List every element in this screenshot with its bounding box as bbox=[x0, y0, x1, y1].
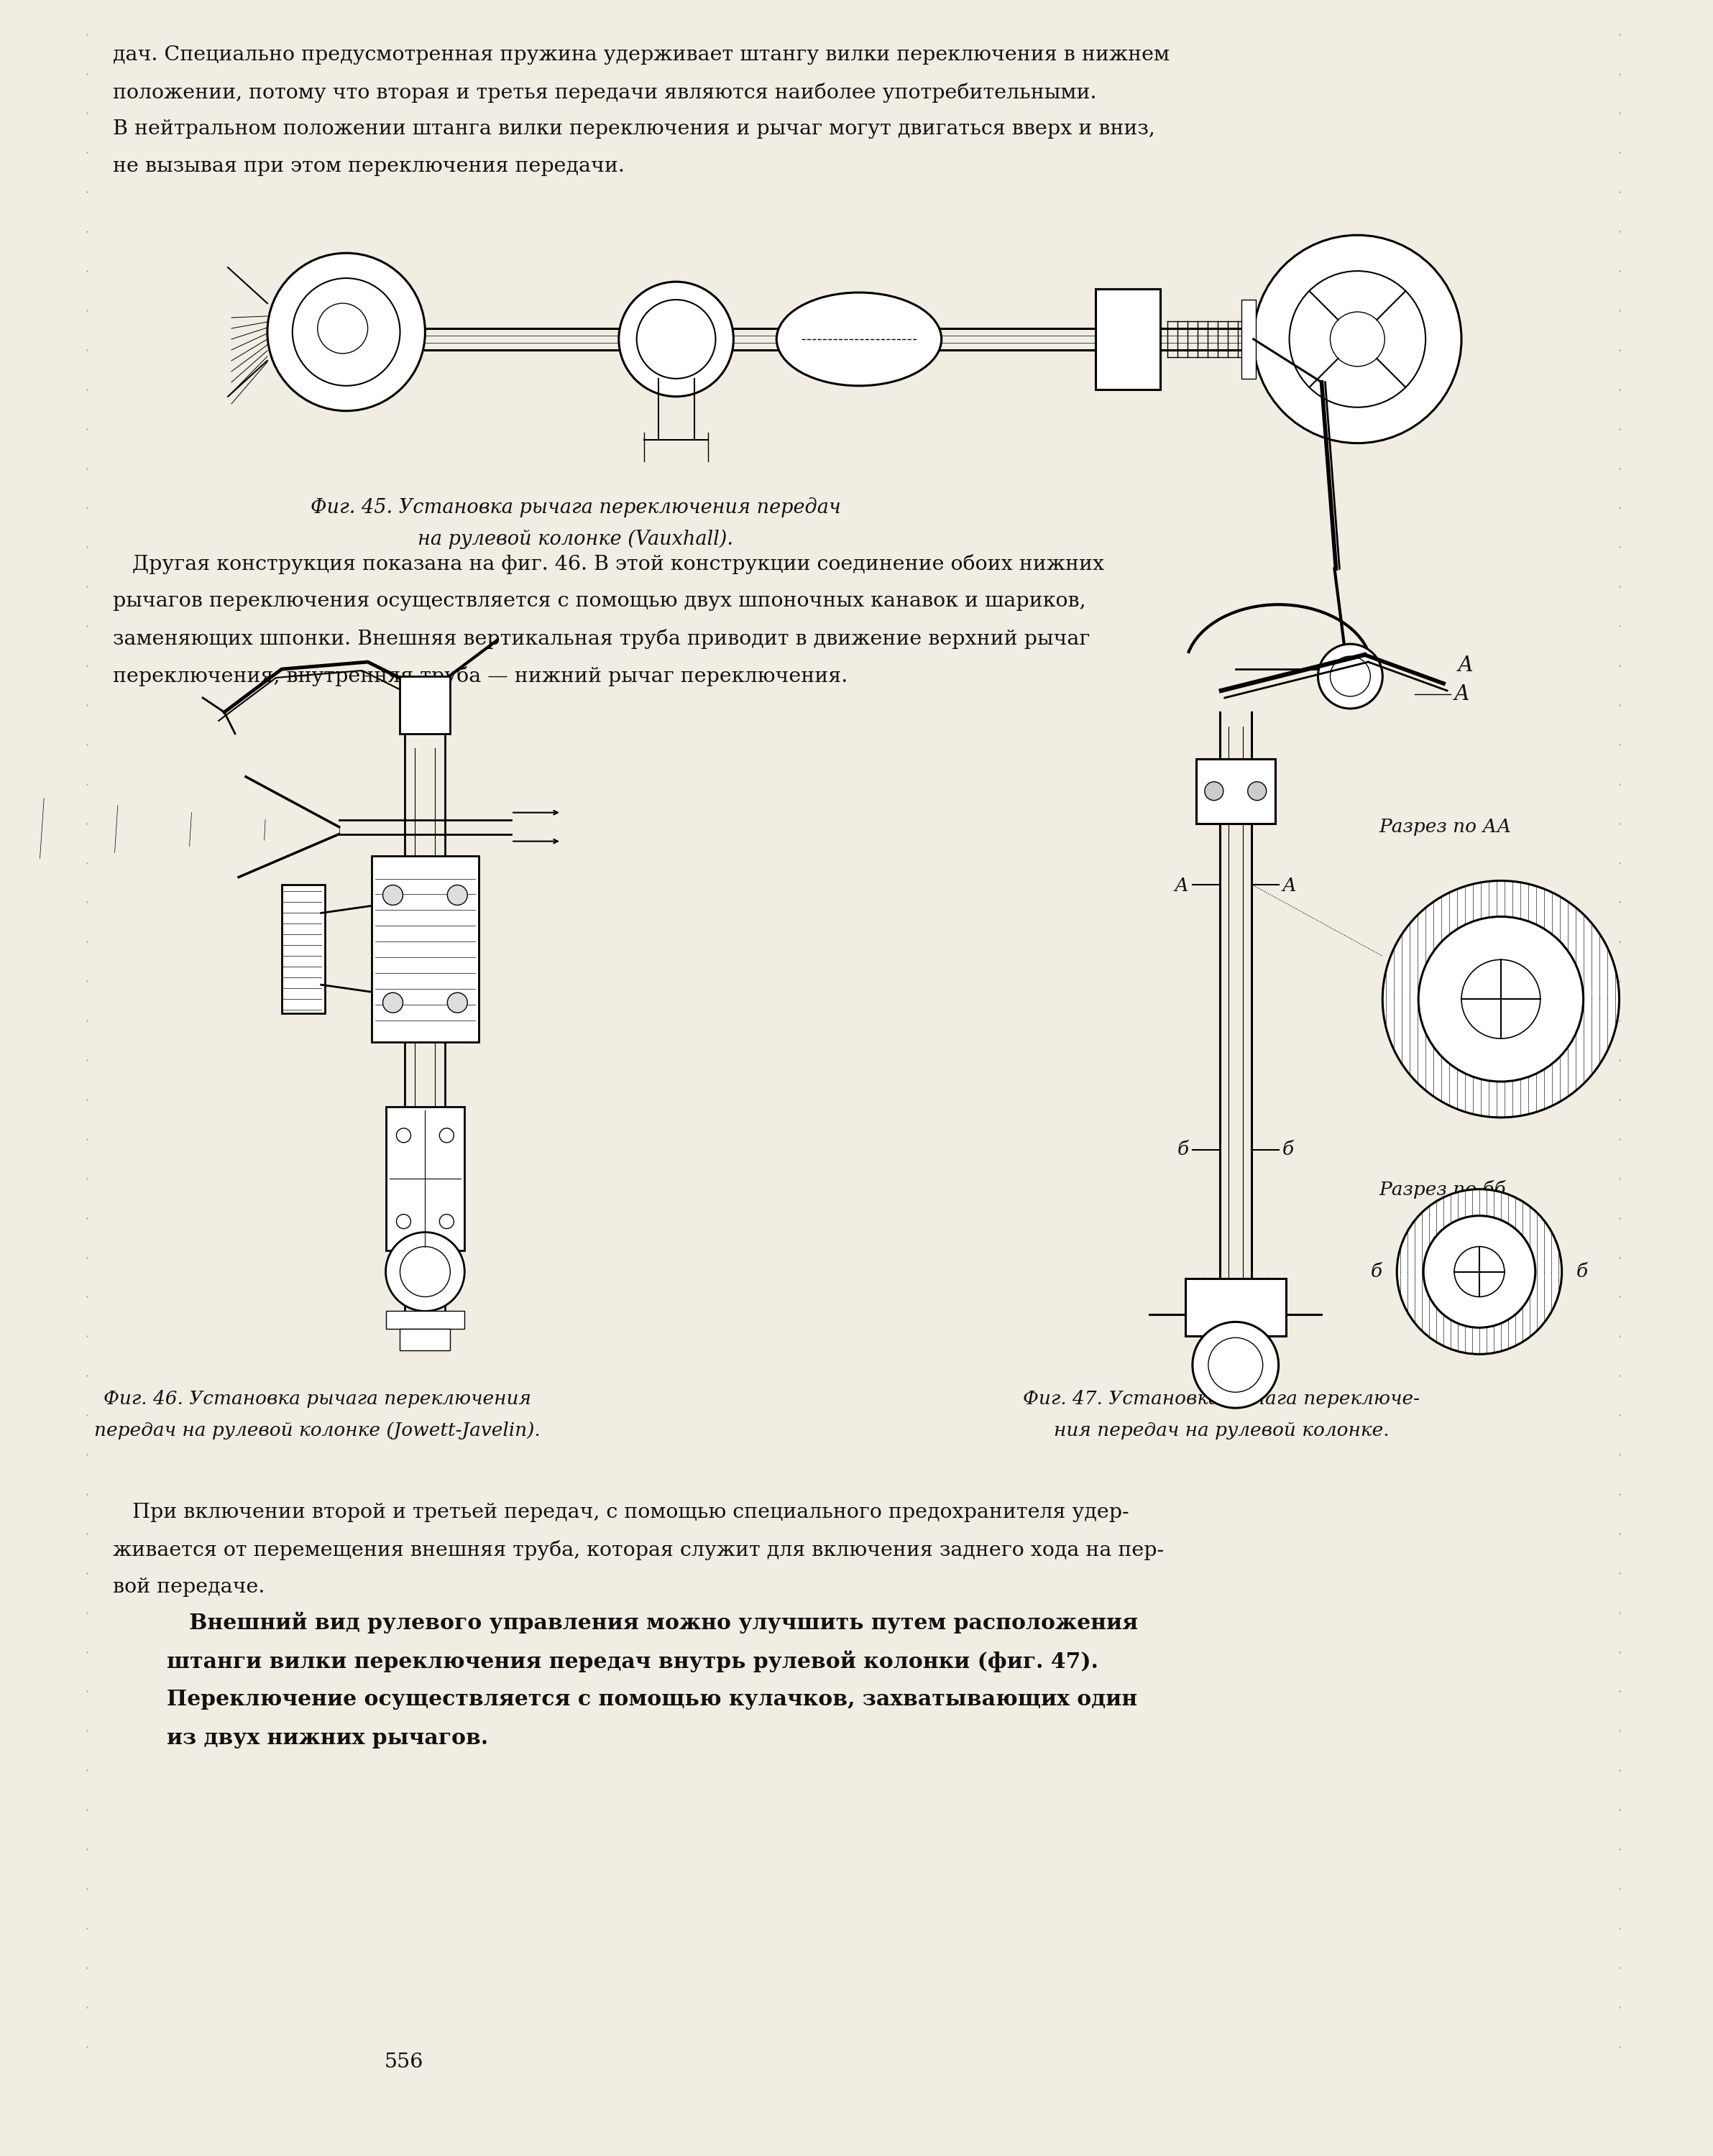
Text: из двух нижних рычагов.: из двух нижних рычагов. bbox=[166, 1727, 488, 1749]
Text: живается от перемещения внешняя труба, которая служит для включения заднего хода: живается от перемещения внешняя труба, к… bbox=[113, 1539, 1165, 1561]
Text: А: А bbox=[1458, 655, 1473, 675]
Text: переключения, внутренняя труба — нижний рычаг переключения.: переключения, внутренняя труба — нижний … bbox=[113, 666, 848, 686]
Circle shape bbox=[1254, 235, 1461, 444]
Text: Внешний вид рулевого управления можно улучшить путем расположения: Внешний вид рулевого управления можно ул… bbox=[166, 1613, 1137, 1634]
Circle shape bbox=[1382, 882, 1619, 1117]
Bar bbox=[1242, 300, 1256, 379]
Text: вой передаче.: вой передаче. bbox=[113, 1578, 266, 1598]
Text: б: б bbox=[1281, 1141, 1293, 1158]
Circle shape bbox=[1290, 272, 1425, 407]
Text: При включении второй и третьей передач, с помощью специального предохранителя уд: При включении второй и третьей передач, … bbox=[113, 1503, 1129, 1522]
Bar bbox=[385, 1311, 464, 1328]
Circle shape bbox=[1247, 783, 1266, 800]
Text: рычагов переключения осуществляется с помощью двух шпоночных канавок и шариков,: рычагов переключения осуществляется с по… bbox=[113, 591, 1086, 610]
Text: ния передач на рулевой колонке.: ния передач на рулевой колонке. bbox=[1053, 1421, 1389, 1440]
Text: Фиг. 47. Установка рычага переключе-: Фиг. 47. Установка рычага переключе- bbox=[1023, 1391, 1420, 1408]
Circle shape bbox=[440, 1128, 454, 1143]
Text: Переключение осуществляется с помощью кулачков, захватывающих один: Переключение осуществляется с помощью ку… bbox=[166, 1688, 1137, 1710]
Text: Разрез по АА: Разрез по АА bbox=[1379, 817, 1511, 837]
Text: штанги вилки переключения передач внутрь рулевой колонки (фиг. 47).: штанги вилки переключения передач внутрь… bbox=[166, 1651, 1098, 1673]
Circle shape bbox=[1317, 645, 1382, 709]
Text: передач на рулевой колонке (Jowett-Javelin).: передач на рулевой колонке (Jowett-Javel… bbox=[94, 1421, 541, 1440]
Text: 556: 556 bbox=[384, 2053, 423, 2072]
Text: А: А bbox=[1281, 877, 1297, 895]
Bar bbox=[401, 677, 451, 733]
Bar bbox=[385, 1106, 464, 1250]
Text: не вызывая при этом переключения передачи.: не вызывая при этом переключения передач… bbox=[113, 157, 625, 177]
Text: Другая конструкция показана на фиг. 46. В этой конструкции соединение обоих нижн: Другая конструкция показана на фиг. 46. … bbox=[113, 554, 1105, 573]
Bar bbox=[281, 884, 325, 1013]
Text: А: А bbox=[1175, 877, 1189, 895]
Text: положении, потому что вторая и третья передачи являются наиболее употребительным: положении, потому что вторая и третья пе… bbox=[113, 82, 1096, 103]
Circle shape bbox=[396, 1128, 411, 1143]
Text: дач. Специально предусмотренная пружина удерживает штангу вилки переключения в н: дач. Специально предусмотренная пружина … bbox=[113, 45, 1170, 65]
Text: на рулевой колонке (Vauxhall).: на рулевой колонке (Vauxhall). bbox=[418, 528, 733, 550]
Circle shape bbox=[382, 992, 403, 1013]
Circle shape bbox=[447, 884, 468, 906]
Circle shape bbox=[1204, 783, 1223, 800]
Bar bbox=[372, 856, 480, 1041]
Text: б: б bbox=[1370, 1263, 1382, 1281]
Bar bbox=[1096, 289, 1160, 390]
Circle shape bbox=[1192, 1322, 1278, 1408]
Text: Фиг. 45. Установка рычага переключения передач: Фиг. 45. Установка рычага переключения п… bbox=[310, 498, 841, 517]
Circle shape bbox=[440, 1214, 454, 1229]
Circle shape bbox=[447, 992, 468, 1013]
Text: В нейтральном положении штанга вилки переключения и рычаг могут двигаться вверх : В нейтральном положении штанга вилки пер… bbox=[113, 119, 1155, 138]
Circle shape bbox=[396, 1214, 411, 1229]
Circle shape bbox=[382, 884, 403, 906]
Text: А: А bbox=[1454, 683, 1470, 705]
Text: б: б bbox=[1177, 1141, 1189, 1158]
Circle shape bbox=[1424, 1216, 1535, 1328]
Circle shape bbox=[618, 282, 733, 397]
Text: заменяющих шпонки. Внешняя вертикальная труба приводит в движение верхний рычаг: заменяющих шпонки. Внешняя вертикальная … bbox=[113, 630, 1091, 649]
Bar bbox=[401, 1328, 451, 1350]
Text: б: б bbox=[1576, 1263, 1588, 1281]
Circle shape bbox=[1418, 916, 1583, 1082]
Circle shape bbox=[1396, 1190, 1562, 1354]
Bar bbox=[1196, 759, 1274, 824]
Circle shape bbox=[267, 252, 425, 412]
Text: Разрез по бб: Разрез по бб bbox=[1379, 1179, 1506, 1199]
Text: Фиг. 46. Установка рычага переключения: Фиг. 46. Установка рычага переключения bbox=[104, 1391, 531, 1408]
Ellipse shape bbox=[776, 293, 942, 386]
Circle shape bbox=[385, 1233, 464, 1311]
Bar bbox=[1185, 1279, 1286, 1337]
